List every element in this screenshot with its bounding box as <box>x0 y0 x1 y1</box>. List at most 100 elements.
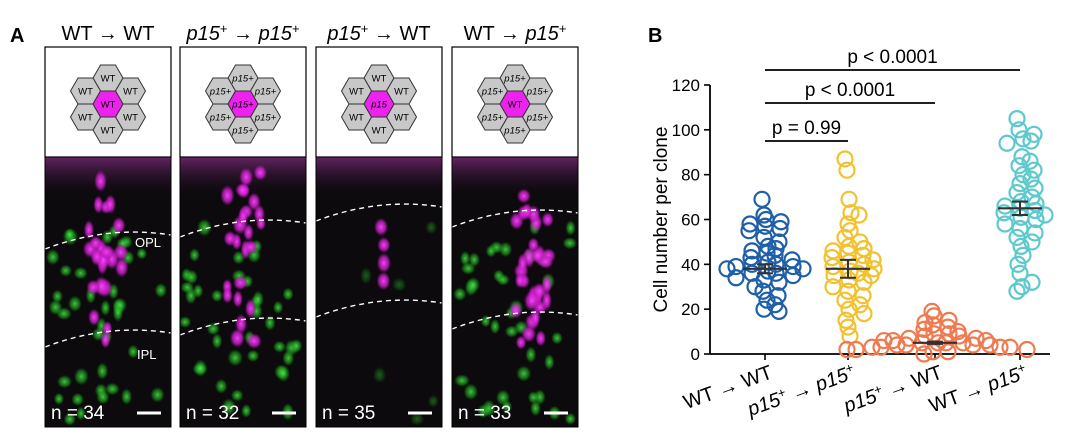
center-hexagon <box>92 90 124 118</box>
data-point <box>996 215 1014 233</box>
green-cell <box>516 365 532 382</box>
green-cell <box>112 304 124 322</box>
magenta-cell <box>232 275 248 291</box>
green-cell <box>272 300 284 314</box>
series-4 <box>995 110 1054 300</box>
data-point <box>784 266 802 285</box>
data-point <box>1022 132 1040 150</box>
opl-boundary <box>45 231 171 250</box>
neighbor-label: WT <box>372 125 387 136</box>
magenta-cell <box>541 275 553 295</box>
green-cell <box>544 353 555 371</box>
magenta-cell <box>232 289 243 308</box>
green-cell <box>466 276 481 294</box>
data-point <box>1011 264 1029 282</box>
center-hexagon <box>363 90 395 118</box>
magenta-cell <box>377 236 391 254</box>
data-point <box>840 190 858 208</box>
data-point <box>1026 179 1044 197</box>
data-point <box>838 161 856 179</box>
magenta-cell <box>376 252 392 274</box>
magenta-cell <box>104 194 117 215</box>
data-point <box>940 325 958 343</box>
magenta-cell <box>517 252 528 274</box>
center-label: p15 <box>370 100 388 111</box>
neighbor-label: WT <box>101 74 116 85</box>
green-cell <box>211 333 223 350</box>
green-cell <box>196 218 212 237</box>
neighbor-label: p15+ <box>503 74 526 85</box>
magenta-cell <box>541 211 554 228</box>
neighbor-label: p15+ <box>526 87 549 98</box>
n-count-label: n = 34 <box>51 403 105 424</box>
green-cell <box>75 406 86 421</box>
green-cell <box>73 266 88 280</box>
data-point <box>824 257 842 276</box>
x-category-group: WT → p15+ <box>925 359 1030 417</box>
data-point <box>718 260 736 278</box>
green-cell <box>64 228 75 241</box>
micrograph-panel-3: p15+ → WT WT WT WT WT WT WT p15 n = 35 <box>315 21 443 428</box>
green-cell <box>496 273 510 286</box>
data-point <box>1023 233 1041 251</box>
data-point <box>863 338 881 356</box>
p-value-label: p < 0.0001 <box>805 80 895 101</box>
data-point <box>964 336 982 354</box>
y-tick-label: 20 <box>681 300 700 319</box>
p-value-label: p = 0.99 <box>772 118 841 139</box>
green-cell <box>564 412 577 425</box>
magenta-cell <box>229 328 245 348</box>
green-cell <box>409 412 425 426</box>
data-point <box>915 320 933 338</box>
retina-micrograph: n = 35 <box>316 157 442 427</box>
green-cell <box>240 403 252 418</box>
data-point <box>770 273 788 291</box>
green-cell <box>272 340 287 353</box>
green-cell <box>485 244 497 258</box>
panel-a-letter: A <box>10 25 24 47</box>
data-point <box>772 213 790 231</box>
green-cell <box>360 266 372 285</box>
green-cell <box>463 383 479 401</box>
magenta-cell <box>83 219 95 240</box>
y-tick-label: 40 <box>681 255 700 274</box>
green-cell <box>425 220 438 235</box>
green-cell <box>150 386 165 403</box>
magenta-cell <box>88 308 101 326</box>
green-cell <box>276 364 291 383</box>
green-cell <box>227 349 244 367</box>
green-cell <box>63 412 77 426</box>
data-point <box>824 278 842 296</box>
green-cell <box>193 359 208 378</box>
panel-b-chart: 0 20 40 60 80 100 120 Cell number per clone WT →… <box>651 47 1054 421</box>
data-point <box>1036 206 1054 224</box>
data-point <box>862 266 880 285</box>
opl-boundary <box>316 203 442 222</box>
data-point <box>1014 246 1032 264</box>
n-count-label: n = 35 <box>322 403 375 424</box>
data-point <box>1008 184 1026 202</box>
p-value-label: p < 0.0001 <box>847 47 937 68</box>
neighbor-label: p15+ <box>254 112 277 123</box>
neighbor-label: p15+ <box>481 112 504 123</box>
data-point <box>939 343 957 361</box>
ipl-boundary <box>45 329 171 348</box>
x-category-label: p15+ → WT <box>839 359 945 418</box>
neighbor-label: WT <box>123 112 138 123</box>
opl-boundary <box>180 219 306 238</box>
green-cell <box>489 318 501 335</box>
magenta-cell <box>244 298 257 319</box>
data-point <box>1021 152 1039 170</box>
green-cell <box>154 282 168 298</box>
neighbor-label: WT <box>394 112 409 123</box>
magenta-cell <box>94 170 107 193</box>
data-point <box>1011 175 1029 193</box>
data-point <box>995 204 1013 222</box>
x-category-label: WT → p15+ <box>925 359 1030 417</box>
magenta-cell <box>99 244 115 260</box>
data-point <box>1008 282 1026 300</box>
data-point <box>839 318 857 336</box>
green-cell <box>71 392 85 407</box>
magenta-cell <box>514 272 525 289</box>
series-1 <box>718 190 812 321</box>
